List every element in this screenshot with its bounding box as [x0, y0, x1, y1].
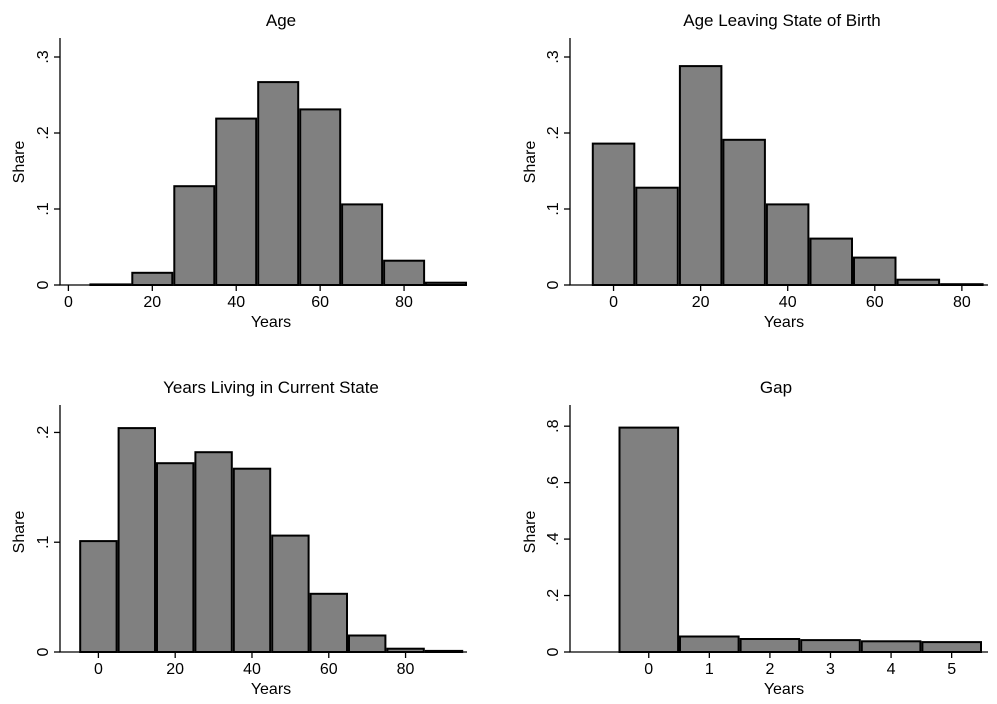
panel-gap-bar [921, 641, 983, 653]
panel-gap-xlabel: Years [764, 681, 804, 698]
panel-age-leaving-state-xtick-label: 0 [609, 294, 618, 311]
panel-years-living-bar [348, 634, 387, 653]
panel-age-leaving-state-bar [591, 142, 636, 286]
panel-age-leaving-state-ytick-label: 0 [545, 280, 562, 289]
panel-age-ytick-label: .3 [35, 50, 52, 63]
panel-years-living-ylabel: Share [11, 511, 28, 554]
panel-years-living-xtick-label: 20 [166, 661, 184, 678]
panel-gap-ytick-label: 0 [545, 647, 562, 656]
panel-age-leaving-state-xtick-label: 80 [953, 294, 971, 311]
panel-age-leaving-state-xtick-label: 60 [866, 294, 884, 311]
panel-gap-xtick-label: 3 [826, 661, 835, 678]
panel-gap-title: Gap [760, 378, 792, 397]
panel-gap-plot-area: 0 .2 .4 .6 .8 0 1 2 3 4 5 [545, 405, 988, 678]
panel-gap-xtick-label: 1 [705, 661, 714, 678]
panel-gap-bar [618, 426, 680, 653]
panel-years-living-xtick-label: 80 [397, 661, 415, 678]
panel-age-leaving-state-bar [896, 278, 941, 287]
panel-age-leaving-state-bar [765, 203, 810, 286]
panel-years-living-title: Years Living in Current State [163, 378, 379, 397]
panel-gap-xtick-label: 0 [644, 661, 653, 678]
panel-gap-xtick-label: 5 [947, 661, 956, 678]
panel-age-bar [383, 259, 426, 287]
panel-age-leaving-state-bar [678, 65, 723, 286]
panel-age-xlabel: Years [251, 314, 291, 331]
panel-age-xtick-label: 40 [227, 294, 245, 311]
panel-gap-bar [679, 635, 740, 653]
panel-gap-bar [860, 640, 922, 653]
panel-years-living-bar [232, 467, 272, 654]
panel-years-living-bar [117, 427, 156, 653]
panel-years-living-bar [79, 540, 118, 653]
panel-age-leaving-state-bar [635, 186, 679, 286]
panel-age: Age Share Years 0 .1 .2 .3 0 20 40 60 80 [11, 11, 467, 331]
panel-years-living-xlabel: Years [251, 681, 291, 698]
panel-age-leaving-state-ytick-label: .1 [545, 202, 562, 215]
panel-years-living-bar [271, 534, 310, 653]
panel-gap-bar [739, 638, 801, 653]
panel-years-living-bar [156, 462, 195, 654]
panel-gap-xtick-label: 2 [765, 661, 774, 678]
panel-gap-ytick-label: .6 [545, 476, 562, 489]
panel-age-bar [215, 117, 258, 286]
panel-age-ytick-label: .2 [35, 126, 52, 139]
panel-age-ytick-label: .1 [35, 202, 52, 215]
panel-years-living-ytick-label: .1 [35, 535, 52, 548]
panel-age-leaving-state-bar [722, 138, 766, 286]
panel-years-living-bar [194, 451, 233, 654]
panel-gap-bar [800, 639, 861, 653]
panel-age-xtick-label: 20 [143, 294, 161, 311]
panel-years-living-plot-area: 0 .1 .2 0 20 40 60 80 [35, 405, 467, 678]
panel-age-bar [173, 185, 216, 286]
panel-age-plot-area: 0 .1 .2 .3 0 20 40 60 80 [35, 38, 467, 311]
panel-age-bar [131, 271, 174, 286]
panel-age-ylabel: Share [11, 141, 28, 184]
panel-years-living-xtick-label: 0 [94, 661, 103, 678]
panel-age-bar [299, 108, 342, 287]
panel-age-leaving-state-ytick-label: .3 [545, 50, 562, 63]
panel-gap-xtick-label: 4 [887, 661, 896, 678]
panel-age-leaving-state-bar [809, 237, 853, 287]
panel-age-xtick-label: 0 [64, 294, 73, 311]
panel-years-living-xtick-label: 40 [243, 661, 261, 678]
panel-age-leaving-state-bar [853, 256, 897, 287]
panel-gap-ytick-label: .2 [545, 589, 562, 602]
panel-age-leaving-state-ylabel: Share [522, 141, 539, 184]
panel-age-leaving-state-xtick-label: 20 [692, 294, 710, 311]
panel-years-living: Years Living in Current State Share Year… [11, 378, 467, 698]
panel-age-bar [341, 203, 384, 286]
panel-age-bar [257, 81, 300, 286]
panel-gap-ylabel: Share [522, 511, 539, 554]
panel-age-xtick-label: 60 [311, 294, 329, 311]
panel-years-living-xtick-label: 60 [320, 661, 338, 678]
panel-age-title: Age [266, 11, 296, 30]
panel-years-living-ytick-label: .2 [35, 426, 52, 439]
panel-gap: Gap Share Years 0 .2 .4 .6 .8 0 1 2 3 4 5 [522, 378, 988, 698]
panel-age-leaving-state-title: Age Leaving State of Birth [683, 11, 881, 30]
panel-age-ytick-label: 0 [35, 280, 52, 289]
panel-gap-ytick-label: .4 [545, 532, 562, 545]
panel-gap-ytick-label: .8 [545, 419, 562, 432]
panel-age-xtick-label: 80 [395, 294, 413, 311]
panel-years-living-bar [309, 592, 349, 653]
panel-age-leaving-state-xlabel: Years [764, 314, 804, 331]
panel-years-living-ytick-label: 0 [35, 647, 52, 656]
panel-age-leaving-state-plot-area: 0 .1 .2 .3 0 20 40 60 80 [545, 38, 988, 311]
panel-age-leaving-state-ytick-label: .2 [545, 126, 562, 139]
panel-age-leaving-state-xtick-label: 40 [779, 294, 797, 311]
panel-age-leaving-state: Age Leaving State of Birth Share Years 0… [522, 11, 988, 331]
